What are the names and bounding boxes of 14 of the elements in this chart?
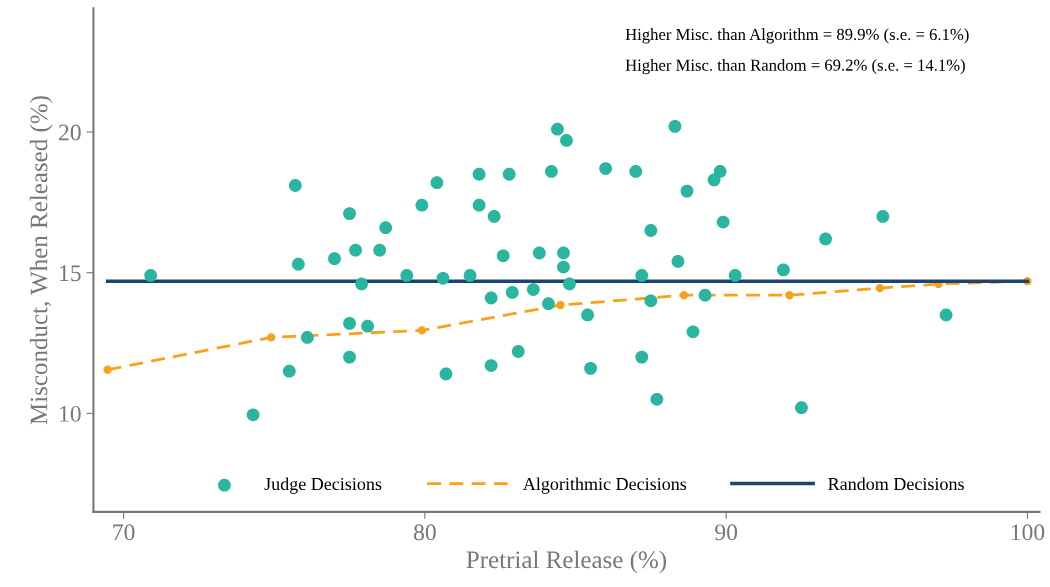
y-tick-label: 15 xyxy=(60,265,81,282)
y-axis-title: Misconduct, When Released (%) xyxy=(29,96,53,425)
x-tick-label: 90 xyxy=(715,524,738,541)
legend-label: Judge Decisions xyxy=(264,477,382,494)
x-tick-label: 80 xyxy=(413,524,436,541)
annotation: Higher Misc. than Random = 69.2% (s.e. = 14.1%) xyxy=(625,59,965,75)
y-tick-label: 20 xyxy=(59,124,81,141)
x-tick-label: 100 xyxy=(1011,524,1045,541)
annotation: Higher Misc. than Algorithm = 89.9% (s.e. = 6.1%) xyxy=(625,28,969,44)
y-tick-label: 10 xyxy=(60,405,81,422)
legend-label: Algorithmic Decisions xyxy=(522,477,687,494)
x-axis-title: Pretrial Release (%) xyxy=(466,550,667,574)
legend-label: Random Decisions xyxy=(828,477,964,491)
x-tick-label: 70 xyxy=(113,524,135,541)
